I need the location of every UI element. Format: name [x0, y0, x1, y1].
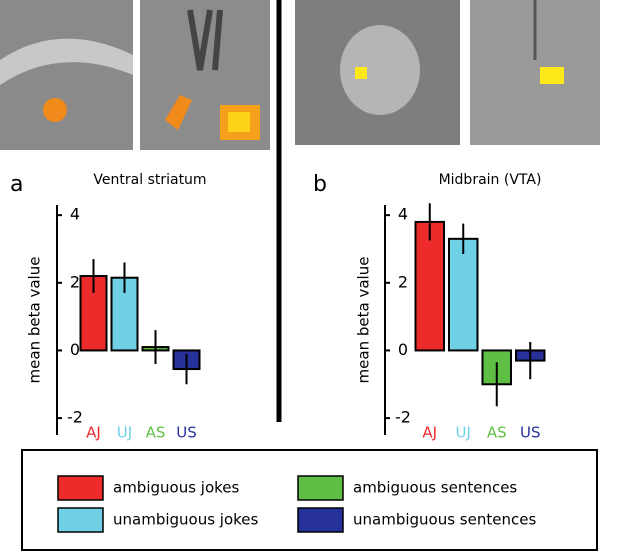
- legend-label: ambiguous jokes: [113, 479, 240, 497]
- x-tick-label: UJ: [456, 424, 471, 442]
- x-tick-label: US: [176, 424, 197, 442]
- brain-images: [0, 0, 600, 150]
- activation: [165, 95, 192, 130]
- y-tick-label: -2: [67, 408, 83, 427]
- legend-swatch: [57, 507, 104, 533]
- legend-swatch: [57, 475, 104, 501]
- x-tick-label: US: [520, 424, 541, 442]
- y-tick-label: 4: [70, 205, 80, 224]
- y-tick-label: 0: [398, 340, 408, 359]
- y-tick-label: 2: [70, 272, 80, 291]
- activation: [43, 98, 67, 122]
- legend-swatch: [297, 507, 344, 533]
- x-tick-label: AJ: [422, 424, 437, 442]
- y-axis-label: mean beta value: [26, 257, 44, 384]
- activation: [228, 112, 250, 132]
- panel-label: b: [313, 172, 327, 197]
- y-tick-label: 2: [398, 272, 408, 291]
- legend-label: unambiguous sentences: [353, 511, 536, 529]
- legend-box: [21, 449, 598, 551]
- activation: [355, 67, 367, 79]
- x-tick-label: AJ: [86, 424, 101, 442]
- brain-structure: [0, 38, 133, 85]
- y-tick-label: -2: [395, 408, 411, 427]
- y-axis-label: mean beta value: [355, 257, 373, 384]
- x-tick-label: AS: [487, 424, 507, 442]
- brain-structure: [340, 25, 420, 115]
- x-tick-label: UJ: [117, 424, 132, 442]
- y-tick-label: 0: [70, 340, 80, 359]
- chart-title: Ventral striatum: [93, 172, 206, 188]
- panel-label: a: [10, 172, 23, 197]
- brain-image: [0, 0, 133, 150]
- legend-swatch: [297, 475, 344, 501]
- bar: [414, 220, 445, 352]
- bar: [448, 237, 479, 352]
- activation: [540, 67, 564, 84]
- chart-title: Midbrain (VTA): [439, 172, 542, 188]
- legend-label: unambiguous jokes: [113, 511, 259, 529]
- brain-structure: [187, 9, 223, 71]
- y-tick-label: 4: [398, 205, 408, 224]
- legend-label: ambiguous sentences: [353, 479, 517, 497]
- x-tick-label: AS: [146, 424, 166, 442]
